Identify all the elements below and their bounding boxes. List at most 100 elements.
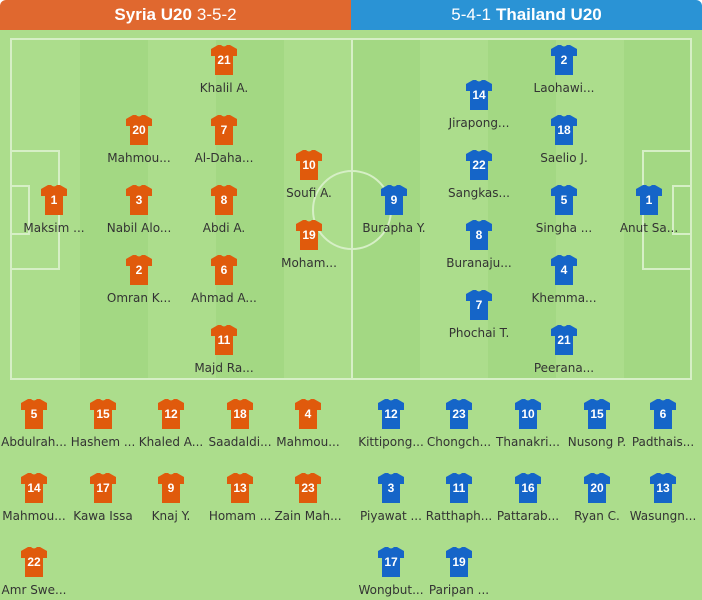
- player-name: Burapha Y.: [362, 221, 426, 235]
- jersey-icon: 9: [380, 184, 408, 216]
- substitute-away[interactable]: 15 Nusong P.: [552, 398, 642, 449]
- jersey-icon: 3: [125, 184, 153, 216]
- player-away[interactable]: 8 Buranaju...: [434, 219, 524, 270]
- player-away[interactable]: 1 Anut Sa...: [604, 184, 694, 235]
- jersey-number: 23: [452, 407, 466, 421]
- player-away[interactable]: 14 Jirapong...: [434, 79, 524, 130]
- player-home[interactable]: 2 Omran K...: [94, 254, 184, 305]
- substitute-away[interactable]: 16 Pattarab...: [483, 472, 573, 523]
- jersey-icon: 23: [445, 398, 473, 430]
- jersey-number: 11: [217, 333, 231, 347]
- player-name: Saadaldi...: [208, 435, 272, 449]
- player-home[interactable]: 11 Majd Ra...: [179, 324, 269, 375]
- player-name: Nabil Alo...: [106, 221, 172, 235]
- jersey-number: 18: [233, 407, 247, 421]
- jersey-icon: 12: [157, 398, 185, 430]
- player-name: Homam ...: [208, 509, 272, 523]
- player-name: Mahmou...: [276, 435, 340, 449]
- home-team-header: Syria U20 3-5-2: [0, 0, 351, 30]
- player-away[interactable]: 18 Saelio J.: [519, 114, 609, 165]
- jersey-number: 9: [167, 481, 175, 495]
- player-name: Hashem ...: [70, 435, 136, 449]
- jersey-icon: 6: [210, 254, 238, 286]
- substitute-away[interactable]: 13 Wasungn...: [618, 472, 702, 523]
- jersey-icon: 1: [40, 184, 68, 216]
- substitute-home[interactable]: 22 Amr Swe...: [0, 546, 79, 597]
- player-home[interactable]: 1 Maksim ...: [9, 184, 99, 235]
- player-home[interactable]: 6 Ahmad A...: [179, 254, 269, 305]
- player-name: Abdulrah...: [1, 435, 67, 449]
- player-name: Majd Ra...: [194, 361, 254, 375]
- player-home[interactable]: 20 Mahmou...: [94, 114, 184, 165]
- jersey-icon: 3: [377, 472, 405, 504]
- jersey-icon: 10: [514, 398, 542, 430]
- substitute-away[interactable]: 3 Piyawat ...: [346, 472, 436, 523]
- player-name: Nusong P.: [567, 435, 627, 449]
- player-home[interactable]: 3 Nabil Alo...: [94, 184, 184, 235]
- jersey-icon: 16: [514, 472, 542, 504]
- substitute-home[interactable]: 9 Knaj Y.: [126, 472, 216, 523]
- player-away[interactable]: 2 Laohawi...: [519, 44, 609, 95]
- player-away[interactable]: 5 Singha ...: [519, 184, 609, 235]
- player-name: Amr Swe...: [1, 583, 67, 597]
- jersey-number: 21: [557, 333, 571, 347]
- jersey-number: 20: [132, 123, 146, 137]
- jersey-icon: 20: [583, 472, 611, 504]
- player-away[interactable]: 7 Phochai T.: [434, 289, 524, 340]
- jersey-icon: 17: [377, 546, 405, 578]
- substitute-home[interactable]: 17 Kawa Issa: [58, 472, 148, 523]
- jersey-number: 11: [452, 481, 466, 495]
- player-home[interactable]: 8 Abdi A.: [179, 184, 269, 235]
- substitute-away[interactable]: 6 Padthais...: [618, 398, 702, 449]
- substitute-home[interactable]: 5 Abdulrah...: [0, 398, 79, 449]
- player-away[interactable]: 22 Sangkas...: [434, 149, 524, 200]
- jersey-icon: 21: [210, 44, 238, 76]
- jersey-icon: 15: [89, 398, 117, 430]
- player-home[interactable]: 21 Khalil A.: [179, 44, 269, 95]
- jersey-icon: 14: [465, 79, 493, 111]
- player-name: Zain Mah...: [274, 509, 342, 523]
- substitute-home[interactable]: 14 Mahmou...: [0, 472, 79, 523]
- jersey-number: 9: [390, 193, 398, 207]
- player-name: Paripan ...: [428, 583, 490, 597]
- player-name: Saelio J.: [540, 151, 588, 165]
- jersey-number: 3: [387, 481, 395, 495]
- substitute-home[interactable]: 13 Homam ...: [195, 472, 285, 523]
- substitute-home[interactable]: 4 Mahmou...: [263, 398, 353, 449]
- jersey-icon: 19: [295, 219, 323, 251]
- substitute-away[interactable]: 10 Thanakri...: [483, 398, 573, 449]
- jersey-number: 2: [560, 53, 568, 67]
- substitute-home[interactable]: 23 Zain Mah...: [263, 472, 353, 523]
- player-away[interactable]: 4 Khemma...: [519, 254, 609, 305]
- player-home[interactable]: 7 Al-Daha...: [179, 114, 269, 165]
- jersey-number: 7: [475, 298, 483, 312]
- substitute-away[interactable]: 20 Ryan C.: [552, 472, 642, 523]
- substitute-away[interactable]: 12 Kittipong...: [346, 398, 436, 449]
- left-goal-box: [10, 185, 30, 235]
- substitute-home[interactable]: 12 Khaled A...: [126, 398, 216, 449]
- jersey-number: 1: [645, 193, 653, 207]
- substitute-home[interactable]: 18 Saadaldi...: [195, 398, 285, 449]
- jersey-icon: 8: [210, 184, 238, 216]
- substitute-away[interactable]: 19 Paripan ...: [414, 546, 504, 597]
- jersey-icon: 11: [445, 472, 473, 504]
- substitute-away[interactable]: 11 Ratthaph...: [414, 472, 504, 523]
- jersey-number: 19: [452, 555, 466, 569]
- player-home[interactable]: 19 Moham...: [264, 219, 354, 270]
- jersey-icon: 5: [550, 184, 578, 216]
- substitute-home[interactable]: 15 Hashem ...: [58, 398, 148, 449]
- jersey-number: 4: [560, 263, 568, 277]
- jersey-number: 17: [96, 481, 110, 495]
- substitute-away[interactable]: 23 Chongch...: [414, 398, 504, 449]
- player-home[interactable]: 10 Soufi A.: [264, 149, 354, 200]
- home-formation: 3-5-2: [196, 5, 237, 24]
- player-away[interactable]: 9 Burapha Y.: [349, 184, 439, 235]
- jersey-number: 22: [472, 158, 486, 172]
- jersey-icon: 22: [465, 149, 493, 181]
- player-name: Mahmou...: [107, 151, 171, 165]
- substitute-away[interactable]: 17 Wongbut...: [346, 546, 436, 597]
- player-name: Khemma...: [531, 291, 597, 305]
- jersey-icon: 23: [294, 472, 322, 504]
- player-name: Wongbut...: [358, 583, 424, 597]
- player-away[interactable]: 21 Peerana...: [519, 324, 609, 375]
